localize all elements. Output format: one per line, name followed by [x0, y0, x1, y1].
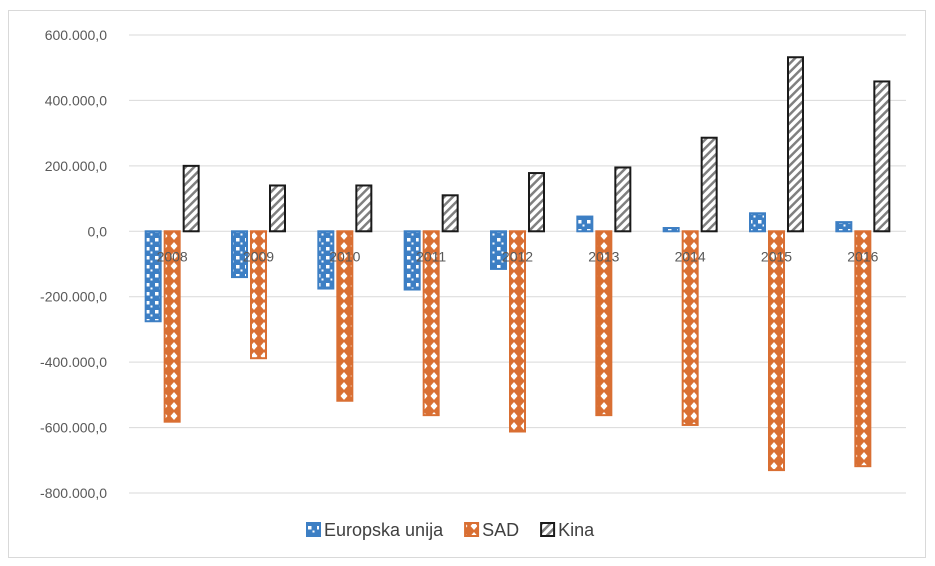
- legend-item-kina: Kina: [540, 520, 595, 540]
- bar-europska-unija-2011: [403, 230, 421, 291]
- x-tick-label: 2009: [243, 248, 274, 264]
- bar-europska-unija-2015: [749, 212, 766, 233]
- bars: [144, 56, 891, 472]
- bar-sad-2013: [595, 230, 613, 417]
- bar-kina-2009: [269, 184, 286, 233]
- legend-swatch: [464, 522, 480, 537]
- y-tick-label: -400.000,0: [40, 354, 107, 370]
- x-tick-label: 2010: [329, 248, 360, 264]
- bar-sad-2010: [336, 230, 354, 402]
- bar-kina-2015: [787, 56, 804, 233]
- chart-frame: 600.000,0 400.000,0 200.000,0 0,0 -200.000,0…: [8, 10, 926, 558]
- bar-europska-unija-2012: [490, 230, 507, 270]
- bar-sad-2015: [768, 230, 785, 472]
- y-tick-label: -200.000,0: [40, 289, 107, 305]
- bar-kina-2014: [700, 136, 718, 233]
- bar-kina-2012: [528, 172, 545, 233]
- x-tick-label: 2011: [416, 248, 446, 264]
- y-tick-label: 200.000,0: [45, 158, 107, 174]
- bar-europska-unija-2009: [231, 230, 248, 279]
- bar-europska-unija-2014: [662, 227, 680, 233]
- legend-label: Kina: [558, 520, 595, 540]
- bar-sad-2008: [163, 230, 181, 423]
- legend-item-sad: SAD: [464, 520, 519, 540]
- bar-sad-2011: [422, 230, 440, 417]
- x-tick-label: 2008: [157, 248, 188, 264]
- y-tick-label: -600.000,0: [40, 420, 107, 436]
- x-tick-label: 2016: [847, 248, 878, 264]
- x-tick-label: 2013: [588, 248, 619, 264]
- y-axis-tick-labels: 600.000,0 400.000,0 200.000,0 0,0 -200.000,0…: [40, 27, 107, 501]
- legend-label: SAD: [482, 520, 519, 540]
- bar-europska-unija-2008: [144, 230, 162, 323]
- bar-sad-2012: [509, 230, 526, 433]
- bar-sad-2009: [250, 230, 267, 360]
- legend-swatch: [306, 522, 321, 537]
- y-tick-label: 0,0: [88, 223, 108, 239]
- bar-kina-2013: [614, 166, 632, 233]
- y-tick-label: -800.000,0: [40, 485, 107, 501]
- x-axis-tick-labels: 2008 2009 2010 2011 2012 2013 2014 2015 2016: [157, 248, 879, 264]
- legend-label: Europska unija: [324, 520, 444, 540]
- y-tick-label: 400.000,0: [45, 92, 107, 108]
- bar-sad-2016: [854, 230, 872, 468]
- bar-kina-2011: [441, 194, 459, 233]
- bar-kina-2008: [182, 164, 200, 233]
- y-tick-label: 600.000,0: [45, 27, 107, 43]
- bar-europska-unija-2013: [576, 215, 594, 233]
- bar-europska-unija-2010: [317, 230, 335, 290]
- bar-kina-2016: [873, 80, 891, 233]
- x-tick-label: 2014: [675, 248, 706, 264]
- bar-chart: 600.000,0 400.000,0 200.000,0 0,0 -200.000,0…: [40, 27, 906, 540]
- x-tick-label: 2012: [502, 248, 533, 264]
- bar-kina-2010: [355, 184, 373, 233]
- x-tick-label: 2015: [761, 248, 792, 264]
- bar-europska-unija-2016: [835, 221, 853, 233]
- legend-swatch: [540, 522, 556, 537]
- legend-item-europska-unija: Europska unija: [306, 520, 444, 540]
- bar-sad-2014: [681, 230, 699, 426]
- legend: Europska unija SAD Kina: [306, 520, 595, 540]
